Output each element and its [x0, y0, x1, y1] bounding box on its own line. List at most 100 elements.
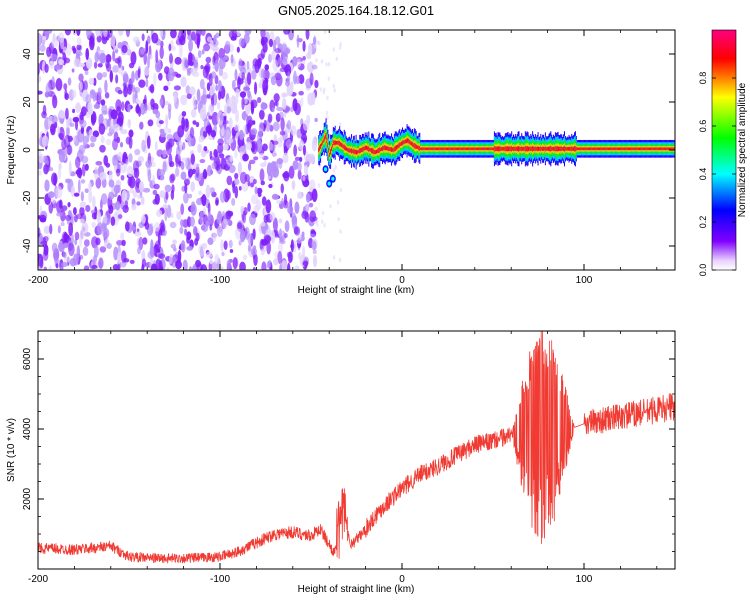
x-tick-label: 100	[576, 574, 593, 585]
ridge-cell	[432, 147, 434, 151]
noise-blob	[104, 79, 108, 94]
noise-blob	[80, 191, 84, 202]
noise-blob	[273, 258, 279, 266]
noise-blob	[155, 209, 163, 218]
noise-blob	[274, 36, 281, 46]
noise-blob	[51, 115, 58, 124]
noise-blob	[305, 30, 310, 40]
ridge-cell	[533, 146, 535, 151]
ridge-cell	[338, 140, 340, 145]
ridge-cell	[552, 147, 554, 151]
noise-blob	[111, 154, 119, 166]
noise-blob	[236, 30, 241, 37]
ridge-cell	[598, 147, 600, 151]
noise-blob	[90, 90, 94, 95]
ridge-cell	[535, 146, 537, 151]
noise-blob	[138, 181, 145, 193]
noise-blob	[67, 135, 73, 142]
ridge-cell	[513, 146, 515, 151]
noise-blob	[239, 171, 248, 184]
ridge-cell	[356, 150, 358, 155]
ridge-cell	[654, 147, 656, 151]
noise-blob	[329, 204, 332, 209]
ridge-cell	[528, 146, 530, 151]
ridge-cell	[616, 147, 618, 151]
noise-blob	[179, 219, 184, 227]
noise-blob	[231, 197, 236, 206]
noise-blob	[135, 97, 139, 103]
noise-blob	[155, 49, 159, 64]
noise-blob	[155, 110, 161, 119]
noise-blob	[55, 77, 63, 92]
ridge-cell	[416, 145, 418, 149]
noise-blob	[142, 237, 148, 245]
ridge-cell	[440, 147, 442, 151]
noise-blob	[219, 191, 226, 203]
noise-blob	[339, 187, 343, 193]
noise-blob	[226, 175, 233, 186]
ridge-cell	[543, 147, 545, 151]
ridge-cell	[379, 147, 381, 153]
ridge-cell	[515, 146, 517, 151]
noise-blob	[61, 205, 68, 211]
noise-blob	[98, 257, 104, 269]
ridge-cell	[449, 147, 451, 151]
noise-blob	[71, 89, 77, 99]
noise-blob	[136, 103, 140, 113]
ridge-cell	[626, 147, 628, 151]
ridge-cell	[334, 140, 336, 146]
ridge-cell	[569, 146, 571, 151]
noise-blob	[98, 123, 106, 135]
noise-blob	[189, 216, 195, 227]
noise-blob	[226, 106, 232, 114]
noise-blob	[72, 108, 76, 114]
noise-blob	[79, 218, 85, 224]
noise-blob	[75, 169, 82, 175]
noise-blob	[299, 156, 303, 162]
noise-blob	[316, 222, 319, 227]
noise-blob	[226, 259, 231, 270]
noise-blob	[193, 62, 198, 69]
ridge-cell	[456, 147, 458, 151]
noise-blob	[147, 251, 155, 259]
noise-blob	[207, 202, 211, 215]
noise-blob	[267, 113, 273, 123]
ridge-cell	[543, 146, 545, 151]
noise-blob	[93, 61, 98, 69]
noise-blob	[113, 123, 121, 132]
ridge-cell	[354, 150, 356, 154]
ridge-cell	[540, 146, 542, 152]
noise-blob	[247, 233, 254, 246]
noise-blob	[276, 106, 284, 112]
ridge-cell	[340, 142, 342, 147]
noise-blob	[124, 221, 130, 232]
ridge-cell	[378, 148, 380, 153]
noise-blob	[214, 75, 219, 85]
noise-blob	[59, 110, 65, 119]
ridge-spot	[331, 176, 335, 181]
noise-blob	[321, 210, 325, 216]
ridge-cell	[634, 147, 636, 151]
noise-blob	[59, 266, 64, 270]
noise-blob	[216, 213, 223, 225]
ridge-cell	[591, 147, 593, 151]
ridge-cell	[625, 147, 627, 151]
noise-blob	[297, 161, 302, 172]
noise-blob	[100, 135, 105, 144]
noise-blob	[93, 103, 101, 109]
colorbar-tick-label: 0.4	[698, 168, 708, 181]
ridge-cell	[429, 147, 431, 151]
noise-blob	[110, 118, 114, 130]
ridge-cell	[387, 146, 389, 151]
ridge-cell	[349, 148, 351, 153]
noise-blob	[184, 182, 188, 194]
noise-blob	[252, 178, 257, 185]
noise-blob	[212, 232, 217, 242]
noise-blob	[96, 72, 103, 81]
noise-blob	[96, 210, 102, 224]
noise-blob	[85, 204, 91, 213]
noise-blob	[196, 88, 201, 102]
ridge-cell	[346, 147, 348, 152]
ridge-cell	[435, 147, 437, 151]
